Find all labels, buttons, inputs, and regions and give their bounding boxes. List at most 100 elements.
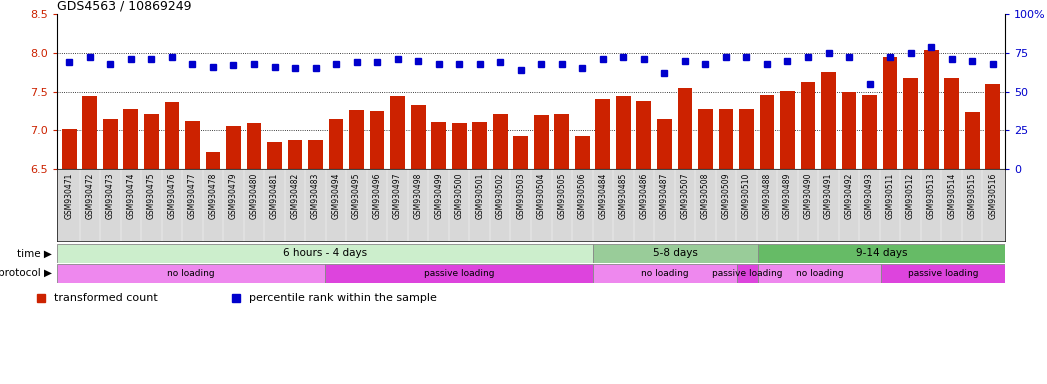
Text: 5-8 days: 5-8 days: [653, 248, 697, 258]
Bar: [737, 264, 758, 283]
Text: GSM930488: GSM930488: [762, 172, 772, 219]
Text: passive loading: passive loading: [908, 269, 979, 278]
Text: GSM930509: GSM930509: [721, 172, 731, 219]
Bar: [718, 109, 733, 169]
Bar: [83, 96, 97, 169]
Bar: [616, 96, 630, 169]
Bar: [350, 110, 364, 169]
Bar: [637, 101, 651, 169]
Bar: [739, 109, 754, 169]
Text: 6 hours - 4 days: 6 hours - 4 days: [283, 248, 367, 258]
Text: GSM930506: GSM930506: [578, 172, 586, 219]
Text: GSM930495: GSM930495: [352, 172, 361, 219]
Bar: [821, 72, 836, 169]
Bar: [593, 244, 758, 263]
Bar: [677, 88, 692, 169]
Text: GSM930504: GSM930504: [537, 172, 545, 219]
Text: GSM930516: GSM930516: [988, 172, 997, 219]
Bar: [944, 78, 959, 169]
Text: GSM930473: GSM930473: [106, 172, 115, 219]
Bar: [472, 122, 487, 169]
Bar: [329, 119, 343, 169]
Text: passive loading: passive loading: [712, 269, 783, 278]
Bar: [452, 122, 467, 169]
Text: time ▶: time ▶: [17, 248, 51, 258]
Text: GSM930492: GSM930492: [845, 172, 853, 219]
Bar: [758, 244, 1005, 263]
Text: GSM930484: GSM930484: [598, 172, 607, 219]
Bar: [555, 114, 570, 169]
Bar: [801, 82, 816, 169]
Bar: [185, 121, 200, 169]
Text: GSM930503: GSM930503: [516, 172, 526, 219]
Bar: [883, 56, 897, 169]
Bar: [698, 109, 713, 169]
Text: percentile rank within the sample: percentile rank within the sample: [248, 293, 437, 303]
Bar: [370, 111, 384, 169]
Bar: [985, 84, 1000, 169]
Text: GSM930475: GSM930475: [147, 172, 156, 219]
Text: GSM930490: GSM930490: [803, 172, 812, 219]
Bar: [593, 264, 737, 283]
Text: GSM930483: GSM930483: [311, 172, 320, 219]
Bar: [57, 264, 325, 283]
Text: GSM930486: GSM930486: [640, 172, 648, 219]
Text: GSM930498: GSM930498: [414, 172, 423, 219]
Bar: [862, 94, 877, 169]
Bar: [759, 94, 775, 169]
Bar: [904, 78, 918, 169]
Text: GSM930493: GSM930493: [865, 172, 874, 219]
Text: passive loading: passive loading: [424, 269, 494, 278]
Text: GSM930482: GSM930482: [290, 172, 299, 219]
Text: GSM930491: GSM930491: [824, 172, 833, 219]
Bar: [882, 264, 1005, 283]
Text: GSM930513: GSM930513: [927, 172, 936, 219]
Bar: [431, 122, 446, 169]
Bar: [288, 140, 303, 169]
Text: GSM930487: GSM930487: [660, 172, 669, 219]
Text: transformed count: transformed count: [53, 293, 157, 303]
Bar: [575, 136, 589, 169]
Text: GSM930474: GSM930474: [127, 172, 135, 219]
Bar: [780, 91, 795, 169]
Text: GSM930510: GSM930510: [742, 172, 751, 219]
Text: no loading: no loading: [796, 269, 843, 278]
Bar: [247, 122, 262, 169]
Text: GSM930480: GSM930480: [249, 172, 259, 219]
Bar: [758, 264, 882, 283]
Text: 9-14 days: 9-14 days: [855, 248, 907, 258]
Bar: [656, 119, 672, 169]
Text: protocol ▶: protocol ▶: [0, 268, 51, 278]
Text: GSM930472: GSM930472: [86, 172, 94, 219]
Bar: [391, 96, 405, 169]
Bar: [124, 109, 138, 169]
Text: GSM930477: GSM930477: [187, 172, 197, 219]
Text: GSM930502: GSM930502: [495, 172, 505, 219]
Bar: [596, 99, 610, 169]
Bar: [964, 113, 980, 169]
Text: GSM930497: GSM930497: [393, 172, 402, 219]
Text: GSM930481: GSM930481: [270, 172, 279, 219]
Text: GSM930514: GSM930514: [948, 172, 956, 219]
Bar: [205, 152, 220, 169]
Bar: [923, 50, 938, 169]
Text: GSM930478: GSM930478: [208, 172, 218, 219]
Text: no loading: no loading: [641, 269, 689, 278]
Bar: [308, 139, 322, 169]
Text: GSM930512: GSM930512: [906, 172, 915, 219]
Bar: [164, 102, 179, 169]
Text: GSM930511: GSM930511: [886, 172, 894, 219]
Text: GSM930496: GSM930496: [373, 172, 381, 219]
Text: GSM930501: GSM930501: [475, 172, 484, 219]
Bar: [513, 136, 528, 169]
Text: GSM930476: GSM930476: [168, 172, 176, 219]
Text: GSM930508: GSM930508: [700, 172, 710, 219]
Bar: [842, 92, 856, 169]
Bar: [534, 115, 549, 169]
Bar: [325, 264, 593, 283]
Text: GSM930479: GSM930479: [229, 172, 238, 219]
Text: GSM930505: GSM930505: [557, 172, 566, 219]
Text: GSM930471: GSM930471: [65, 172, 73, 219]
Text: GSM930485: GSM930485: [619, 172, 628, 219]
Bar: [57, 244, 593, 263]
